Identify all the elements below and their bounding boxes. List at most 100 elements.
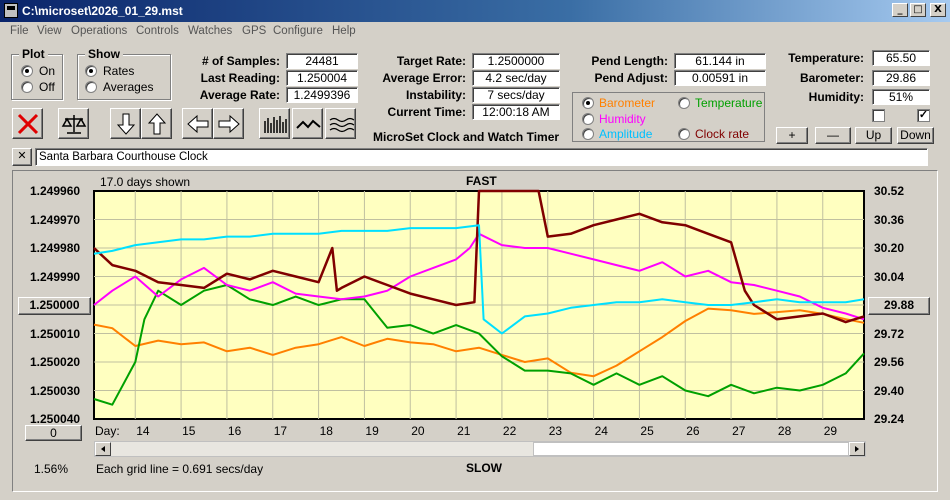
- arrow-up-button[interactable]: [141, 108, 172, 139]
- scroll-up-button[interactable]: Up: [855, 127, 892, 144]
- last-reading-field: 1.250004: [286, 70, 358, 86]
- overlay-humidity-radio[interactable]: [582, 113, 594, 125]
- plot-off-radio[interactable]: [21, 81, 33, 93]
- plot-off-label: Off: [39, 80, 55, 94]
- arrow-down-button[interactable]: [110, 108, 141, 139]
- menu-view[interactable]: View: [37, 25, 62, 37]
- pend-length-label: Pend Length:: [591, 54, 668, 68]
- bar-graph-button[interactable]: [259, 108, 290, 139]
- horizontal-scrollbar[interactable]: [94, 441, 866, 457]
- overlay-group: Barometer Temperature Humidity Amplitude…: [572, 92, 765, 142]
- plot-group: Plot On Off: [11, 47, 63, 100]
- left-zero-button[interactable]: 0: [25, 425, 82, 441]
- menu-watches[interactable]: Watches: [188, 25, 233, 37]
- arrow-right-button[interactable]: [213, 108, 244, 139]
- right-tick-label: 29.24: [874, 412, 905, 426]
- instability-field: 7 secs/day: [472, 87, 560, 103]
- overlay-humidity-label: Humidity: [599, 112, 646, 126]
- target-rate-field[interactable]: 1.2500000: [472, 53, 560, 69]
- left-tick-label: 1.250020: [30, 355, 81, 369]
- scroll-right-button[interactable]: [849, 442, 865, 456]
- maximize-button[interactable]: □: [910, 3, 926, 17]
- x-tick-label: 29: [823, 424, 838, 438]
- wave-graph-icon: [329, 117, 355, 133]
- menu-gps[interactable]: GPS: [242, 25, 267, 37]
- right-tick-label: 30.04: [874, 269, 905, 284]
- show-averages-label: Averages: [103, 80, 154, 94]
- scroll-thumb[interactable]: [533, 442, 849, 456]
- x-tick-label: 16: [227, 424, 242, 438]
- average-error-label: Average Error:: [382, 71, 466, 85]
- series-humidity: [93, 232, 865, 321]
- x-tick-label: 28: [777, 424, 792, 438]
- scroll-down-button[interactable]: Down: [897, 127, 934, 144]
- stop-button[interactable]: [12, 108, 43, 139]
- grid-note-label: Each grid line = 0.691 secs/day: [96, 462, 264, 476]
- menu-configure[interactable]: Configure: [273, 25, 323, 37]
- series-amplitude: [93, 224, 865, 335]
- barometer-label: Barometer:: [799, 71, 864, 85]
- red-x-icon: [17, 113, 39, 135]
- samples-label: # of Samples:: [201, 54, 280, 68]
- menu-operations[interactable]: Operations: [71, 25, 128, 37]
- overlay-temperature-radio[interactable]: [678, 97, 690, 109]
- left-tick-label: 1.249960: [30, 184, 81, 198]
- overlay-barometer-label: Barometer: [599, 96, 656, 110]
- target-rate-label: Target Rate:: [396, 54, 466, 68]
- menu-bar: File View Operations Controls Watches GP…: [0, 22, 950, 42]
- arrow-left-button[interactable]: [182, 108, 213, 139]
- scale-plus-button[interactable]: +: [776, 127, 808, 144]
- line-graph-button[interactable]: [292, 108, 323, 139]
- humidity-field: 51%: [872, 89, 930, 105]
- show-rates-label: Rates: [103, 64, 135, 78]
- overlay-temperature-label: Temperature: [695, 96, 763, 110]
- checkbox-2[interactable]: ✓: [917, 109, 930, 122]
- right-tick-label: 29.40: [874, 383, 905, 398]
- minimize-button[interactable]: _: [892, 3, 908, 17]
- x-tick-label: 17: [273, 424, 288, 438]
- overlay-barometer-radio[interactable]: [582, 97, 594, 109]
- plot-on-label: On: [39, 64, 56, 78]
- close-clock-button[interactable]: ✕: [12, 148, 32, 166]
- series-temperature: [93, 284, 865, 406]
- show-group-title: Show: [85, 47, 123, 61]
- balance-button[interactable]: [58, 108, 89, 139]
- barometer-field: 29.86: [872, 70, 930, 86]
- x-tick-label: 20: [411, 424, 425, 438]
- close-button[interactable]: X: [930, 3, 946, 17]
- app-icon: [4, 3, 18, 18]
- x-tick-label: 14: [136, 424, 150, 438]
- pend-adjust-field: 0.00591 in: [674, 70, 766, 86]
- checkbox-1[interactable]: [872, 109, 885, 122]
- right-center-button[interactable]: 29.88: [868, 297, 930, 315]
- clock-name-field[interactable]: Santa Barbara Courthouse Clock: [35, 148, 928, 166]
- percent-label: 1.56%: [34, 462, 69, 476]
- menu-file[interactable]: File: [10, 25, 29, 37]
- left-tick-label: 1.249970: [30, 212, 81, 227]
- overlay-amplitude-radio[interactable]: [582, 128, 594, 140]
- scale-minus-button[interactable]: —: [815, 127, 851, 144]
- left-center-button[interactable]: 1.250000: [18, 297, 91, 315]
- show-averages-radio[interactable]: [85, 81, 97, 93]
- plot-on-radio[interactable]: [21, 65, 33, 77]
- left-tick-label: 1.250010: [30, 326, 81, 341]
- menu-help[interactable]: Help: [332, 25, 356, 37]
- overlay-clock-rate-radio[interactable]: [678, 128, 690, 140]
- right-tick-label: 30.20: [874, 241, 905, 255]
- x-tick-label: 26: [686, 424, 700, 438]
- show-rates-radio[interactable]: [85, 65, 97, 77]
- chart-panel: [12, 170, 938, 492]
- left-tick-label: 1.250040: [30, 412, 81, 426]
- line-graph-icon: [296, 119, 321, 129]
- days-shown-label: 17.0 days shown: [100, 175, 191, 189]
- overlay-clock-rate-label: Clock rate: [695, 127, 750, 141]
- show-group: Show Rates Averages: [77, 47, 171, 100]
- arrow-up-icon: [147, 113, 167, 135]
- scroll-left-button[interactable]: [95, 442, 111, 456]
- series-clock-rate: [93, 189, 865, 324]
- instability-label: Instability:: [405, 88, 466, 102]
- wave-graph-button[interactable]: [325, 108, 356, 139]
- samples-field: 24481: [286, 53, 358, 69]
- menu-controls[interactable]: Controls: [136, 25, 179, 37]
- slow-label: SLOW: [466, 461, 502, 475]
